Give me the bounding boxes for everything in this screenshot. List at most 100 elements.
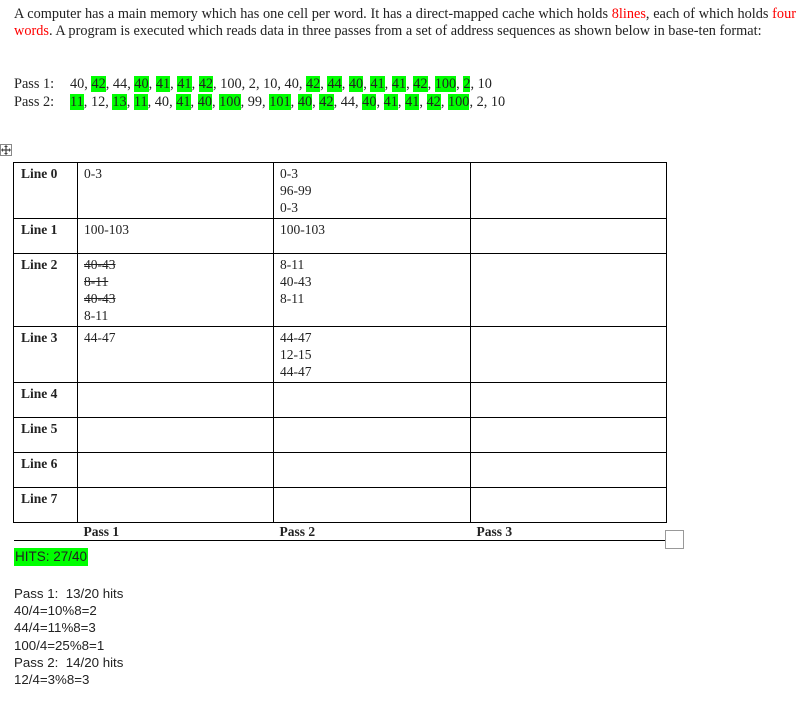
- line-label: Line 5: [13, 417, 78, 453]
- cache-cell-p3[interactable]: [470, 382, 667, 418]
- line-label: Line 6: [13, 452, 78, 488]
- cache-cell-p3[interactable]: [470, 162, 667, 219]
- block-range: 100-103: [84, 222, 129, 237]
- block-range: 44-47: [84, 330, 116, 345]
- block-range: 8-11: [84, 308, 109, 323]
- cache-cell-p3[interactable]: [470, 487, 667, 523]
- address-token: 44: [112, 76, 128, 92]
- intro-text-2: , each of which holds: [645, 6, 773, 22]
- address-token: 10: [490, 94, 506, 110]
- address-token: 42: [426, 94, 441, 110]
- cache-cell-p2[interactable]: [273, 417, 471, 453]
- cache-line-row: Line 0 0-3 0-3 96-99 0-3: [13, 162, 667, 219]
- block-range: 8-11: [280, 291, 305, 306]
- cache-cell-p2[interactable]: [273, 452, 471, 488]
- cache-cell-p1[interactable]: [77, 487, 274, 523]
- address-token: 40: [362, 94, 377, 110]
- note-line: Pass 2: 14/20 hits: [14, 654, 124, 670]
- cache-cell-p1[interactable]: 100-103: [77, 218, 274, 254]
- table-move-handle-icon[interactable]: [0, 144, 12, 156]
- address-token: 40: [154, 94, 170, 110]
- block-range: 96-99: [280, 183, 312, 198]
- cache-cell-p1[interactable]: 40-43 8-11 40-43 8-11: [77, 253, 274, 327]
- cache-cell-p2[interactable]: [273, 487, 471, 523]
- lines-count: 8lines: [611, 6, 646, 22]
- note-line: 40/4=10%8=2: [14, 603, 97, 619]
- address-token: 41: [405, 94, 420, 110]
- cache-cell-p3[interactable]: [470, 253, 667, 327]
- cache-cell-p3[interactable]: [470, 417, 667, 453]
- cache-cell-p1[interactable]: [77, 417, 274, 453]
- address-token: 44: [340, 94, 356, 110]
- address-token: 10: [263, 76, 278, 92]
- cache-line-row: Line 4: [13, 382, 667, 418]
- intro-text-3: . A program is executed which reads data…: [48, 23, 762, 39]
- address-token: 40: [70, 76, 85, 92]
- note-line: 100/4=25%8=1: [14, 637, 105, 653]
- table-resize-handle[interactable]: [665, 530, 684, 549]
- note-line: Pass 1: 13/20 hits: [14, 586, 124, 601]
- cache-line-row: Line 6: [13, 452, 667, 488]
- block-range: 8-11: [280, 257, 305, 272]
- note-line: 44/4=11%8=3: [14, 620, 96, 636]
- cache-cell-p3[interactable]: [470, 218, 667, 254]
- block-range: 44-47: [280, 364, 312, 379]
- address-token: 41: [176, 94, 191, 110]
- line-label: Line 0: [13, 162, 78, 219]
- hits-total: HITS: 27/40: [14, 548, 89, 566]
- cache-cell-p1[interactable]: 44-47: [77, 326, 274, 383]
- cache-cell-p2[interactable]: [273, 382, 471, 418]
- address-token: 2: [476, 94, 484, 110]
- cache-cell-p1[interactable]: [77, 382, 274, 418]
- cache-cell-p3[interactable]: [470, 326, 667, 383]
- address-token: 40: [134, 76, 149, 92]
- cache-cell-p3[interactable]: [470, 452, 667, 488]
- block-range: 100-103: [280, 222, 325, 237]
- address-token: 100: [447, 94, 470, 110]
- block-range: 0-3: [280, 200, 298, 215]
- address-token: 2: [463, 76, 471, 92]
- block-range: 0-3: [280, 166, 298, 181]
- line-label: Line 4: [13, 382, 78, 418]
- address-token: 40: [297, 94, 313, 110]
- intro-text-1: A computer has a main memory which has o…: [14, 6, 612, 22]
- cache-cell-p2[interactable]: 0-3 96-99 0-3: [273, 162, 471, 219]
- address-token: 41: [177, 76, 192, 92]
- address-token: 2: [248, 76, 256, 92]
- cache-line-row: Line 1 100-103 100-103: [13, 218, 667, 254]
- address-token: 10: [477, 76, 492, 92]
- line-label: Line 3: [13, 326, 78, 383]
- pass-header-row: Pass 1 Pass 2 Pass 3: [13, 522, 667, 541]
- address-token: 40: [348, 76, 364, 92]
- cache-cell-p2[interactable]: 44-47 12-15 44-47: [273, 326, 471, 383]
- cache-cell-p2[interactable]: 8-11 40-43 8-11: [273, 253, 471, 327]
- address-token: 11: [133, 94, 148, 110]
- problem-statement: A computer has a main memory which has o…: [14, 6, 796, 40]
- block-range: 8-11: [84, 274, 109, 289]
- address-token: 44: [327, 76, 342, 92]
- cache-cell-p1[interactable]: [77, 452, 274, 488]
- pass-2-label: Pass 2:: [14, 94, 55, 110]
- cache-cell-p2[interactable]: 100-103: [273, 218, 471, 254]
- note-line: 12/4=3%8=3: [14, 672, 90, 688]
- line-label: Line 7: [13, 487, 78, 523]
- pass-2-sequence: Pass 2: 11, 12, 13, 11, 40, 41, 40, 100, …: [14, 94, 506, 110]
- address-token: 12: [90, 94, 106, 110]
- pass-1-label: Pass 1:: [14, 76, 55, 92]
- address-token: 99: [247, 94, 263, 110]
- address-token: 42: [198, 76, 214, 92]
- line-label: Line 2: [13, 253, 78, 327]
- pass-column-label: Pass 2: [273, 522, 471, 541]
- address-token: 41: [155, 76, 171, 92]
- pass-row-blank: [13, 522, 78, 541]
- address-token: 42: [413, 76, 428, 92]
- block-range: 40-43: [280, 274, 312, 289]
- cache-cell-p1[interactable]: 0-3: [77, 162, 274, 219]
- address-token: 41: [383, 94, 398, 110]
- address-token: 11: [70, 94, 84, 110]
- address-token: 100: [219, 94, 241, 110]
- address-token: 101: [269, 94, 291, 110]
- address-token: 42: [319, 94, 334, 110]
- block-range: 40-43: [84, 291, 116, 306]
- cache-table: Line 0 0-3 0-3 96-99 0-3 Line 1 100-103 100-103…: [13, 162, 667, 541]
